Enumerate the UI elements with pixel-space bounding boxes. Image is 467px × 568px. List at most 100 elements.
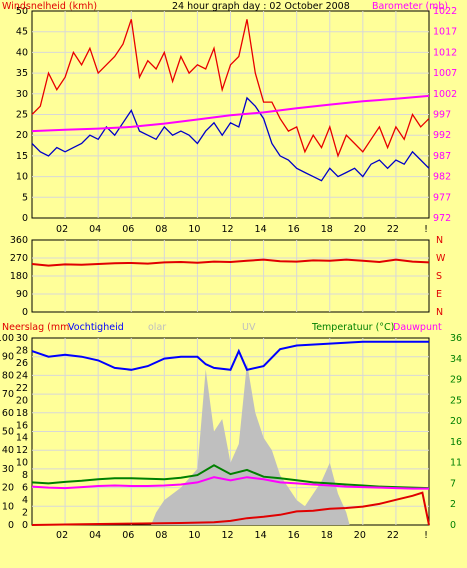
wind-axis-title: Windsnelheid (kmh): [2, 1, 97, 12]
compass-tick-label: E: [436, 289, 442, 300]
temperature-tick-label: 20: [450, 416, 462, 427]
rain-tick-label: 30: [16, 333, 28, 344]
direction-tick-label: 270: [10, 253, 28, 264]
wind-direction-line: [31, 258, 430, 267]
rain-tick-label: 14: [16, 433, 28, 444]
barometer-tick-label: 987: [433, 151, 451, 162]
rain-tick-label: 16: [16, 420, 28, 431]
dewpoint-line: [31, 476, 429, 490]
wind-barometer-panel: 0 5 10 15 20 25 30 35 40 45 50 972 977 982 987 992 997 10…: [2, 1, 457, 235]
temperature-tick-label: 29: [450, 375, 462, 386]
barometer-tick-label: 982: [433, 172, 451, 183]
wind-tick-label: 30: [16, 89, 28, 100]
rain-humidity-temp-panel: 0102030405060708090100024681012141618202…: [0, 322, 462, 541]
x-tick-label: 10: [188, 530, 200, 541]
x-tick-label: 12: [221, 530, 233, 541]
humidity-tick-label: 80: [2, 370, 14, 381]
temperature-tick-label: 16: [450, 437, 462, 448]
barometer-tick-label: 997: [433, 110, 451, 121]
rain-tick-label: 10: [16, 458, 28, 469]
wind-tick-label: 50: [16, 6, 28, 17]
wind-tick-label: 0: [22, 213, 28, 224]
rain-tick-label: 6: [22, 483, 28, 494]
x-tick-label: 18: [321, 224, 333, 235]
compass-tick-label: S: [436, 271, 442, 282]
temperature-tick-label: 34: [450, 354, 462, 365]
barometer-tick-label: 1017: [433, 27, 457, 38]
wind-tick-label: 15: [16, 151, 28, 162]
wind-tick-label: 10: [16, 172, 28, 183]
x-tick-label: 20: [354, 530, 366, 541]
barometer-tick-label: 992: [433, 130, 451, 141]
wind-tick-label: 35: [16, 68, 28, 79]
barometer-tick-label: 977: [433, 192, 451, 203]
direction-tick-label: 90: [16, 289, 28, 300]
rain-tick-label: 18: [16, 408, 28, 419]
panel1-grid: [32, 11, 429, 218]
solar-area: [32, 362, 429, 525]
temperature-axis-title: Temperatuur (°C): [311, 322, 394, 333]
x-tick-label: !: [424, 530, 428, 541]
barometer-axis-title: Barometer (mb): [372, 1, 448, 12]
panel2-series: [31, 258, 430, 267]
temperature-tick-label: 2: [450, 499, 456, 510]
panel1-series: [31, 19, 430, 182]
x-tick-label: 06: [122, 224, 134, 235]
temperature-tick-label: 11: [450, 458, 462, 469]
barometer-tick-label: 1022: [433, 6, 457, 17]
barometer-tick-label: 1007: [433, 68, 457, 79]
wind-tick-label: 20: [16, 130, 28, 141]
panel3-tick-labels: 0102030405060708090100024681012141618202…: [0, 333, 462, 541]
x-tick-label: 16: [288, 530, 300, 541]
rain-tick-label: 2: [22, 508, 28, 519]
x-tick-label: 02: [56, 530, 68, 541]
panel2-grid: [32, 240, 429, 312]
rain-line: [31, 491, 430, 526]
x-tick-label: 22: [387, 530, 399, 541]
wind-tick-label: 25: [16, 110, 28, 121]
humidity-tick-label: 90: [2, 352, 14, 363]
rain-axis-title: Neerslag (mm: [2, 322, 69, 333]
humidity-tick-label: 0: [8, 520, 14, 531]
x-tick-label: 04: [89, 530, 101, 541]
wind-gust-line: [31, 19, 430, 158]
rain-tick-label: 22: [16, 383, 28, 394]
barometer-line: [31, 94, 430, 133]
humidity-axis-title: Vochtigheid: [68, 322, 124, 333]
humidity-tick-label: 60: [2, 408, 14, 419]
panel1-tick-labels: 0 5 10 15 20 25 30 35 40 45 50 972 977 982 987 992 997 10…: [16, 6, 457, 235]
panel3-series: [31, 340, 430, 526]
barometer-tick-label: 1012: [433, 47, 457, 58]
x-tick-label: 18: [321, 530, 333, 541]
wind-tick-label: 40: [16, 47, 28, 58]
x-tick-label: 22: [387, 224, 399, 235]
rain-tick-label: 8: [22, 470, 28, 481]
x-tick-label: 08: [155, 530, 167, 541]
temperature-tick-label: 7: [450, 478, 456, 489]
x-tick-label: 04: [89, 224, 101, 235]
uv-axis-title: UV: [242, 322, 256, 333]
compass-tick-label: W: [436, 253, 446, 264]
direction-tick-label: 0: [22, 307, 28, 318]
dewpoint-axis-title: Dauwpunt: [393, 322, 442, 333]
humidity-tick-label: 100: [0, 333, 14, 344]
temperature-tick-label: 25: [450, 395, 462, 406]
direction-tick-label: 360: [10, 235, 28, 246]
rain-tick-label: 20: [16, 395, 28, 406]
x-tick-label: 14: [255, 224, 267, 235]
wind-tick-label: 45: [16, 27, 28, 38]
compass-tick-label: N: [436, 235, 443, 246]
wind-average-line: [31, 96, 430, 182]
x-tick-label: 06: [122, 530, 134, 541]
humidity-tick-label: 30: [2, 464, 14, 475]
humidity-tick-label: 50: [2, 427, 14, 438]
rain-tick-label: 26: [16, 358, 28, 369]
temperature-tick-label: 0: [450, 520, 456, 531]
x-tick-label: 08: [155, 224, 167, 235]
rain-tick-label: 0: [22, 520, 28, 531]
x-tick-label: 12: [221, 224, 233, 235]
rain-tick-label: 24: [16, 370, 28, 381]
